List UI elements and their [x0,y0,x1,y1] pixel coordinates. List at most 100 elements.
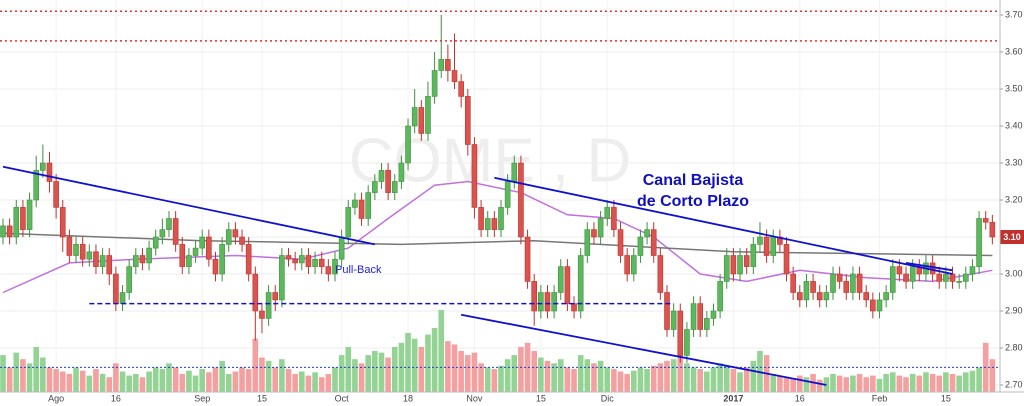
volume-bar [26,363,33,392]
volume-bar [438,310,445,392]
candle-body [332,258,338,275]
volume-bar [903,377,909,392]
candle-body [119,292,126,304]
candle-body [484,218,491,230]
volume-bar [697,369,703,392]
volume-bar [378,352,385,392]
candle-body [518,162,524,238]
trend-line [460,313,827,386]
candle-body [405,125,411,164]
candle-body [186,255,192,267]
volume-bar [245,369,252,392]
price-layer [0,10,1000,386]
moving-average [2,232,993,257]
volume-bar [225,373,232,392]
volume-bar [332,367,338,392]
volume-bar [113,363,119,392]
volume-bar [664,360,670,392]
volume-bar [445,341,451,392]
volume-bar [93,369,99,392]
volume-bar [206,372,212,392]
candle-body [511,162,518,182]
candle-body [232,229,239,238]
candle-body [657,255,664,293]
volume-bar [723,365,730,392]
candle-body [391,181,398,193]
candle-body [225,229,232,245]
candle-body [611,207,617,230]
candle-body [584,229,591,256]
volume-bar [46,367,53,392]
candle-body [292,258,298,264]
candle-body [445,59,451,71]
volume-bar [511,355,518,392]
volume-bar [13,352,20,392]
volume-bar [896,375,903,392]
volume-bar [6,367,13,392]
candle-body [836,273,843,282]
candle-body [856,273,863,293]
candle-body [876,299,883,312]
volume-bar [159,369,166,392]
volume-bar [538,357,544,392]
volume-bar [372,351,378,392]
volume-bar [279,359,285,392]
volume-bar [650,365,657,392]
volume-bar [923,372,929,392]
candle-body [664,292,670,330]
volume-bar [53,369,59,392]
candle-body [717,281,723,312]
candle-body [13,207,20,238]
candle-body [46,162,53,182]
candle-body [259,310,265,319]
volume-bar [133,373,139,392]
volume-bar [405,332,411,392]
candle-body [577,255,584,312]
candle-body [133,255,139,267]
volume-bar [73,367,79,392]
candle-body [458,81,464,97]
volume-bar [518,346,524,392]
volume-bar [936,375,943,392]
volume-bar [172,367,179,392]
volume-bar [199,369,205,392]
volume-bar [352,359,358,392]
candle-body [206,236,212,260]
x-tick-label: 18 [403,393,413,403]
candle-body [929,262,936,275]
candle-body [245,244,252,275]
candle-body [936,273,943,282]
candle-body [431,70,438,97]
candle-body [106,255,113,275]
volume-bar [504,359,511,392]
candle-body [531,281,538,312]
volume-bar [850,375,856,392]
volume-bar [830,373,836,392]
candle-body [591,229,597,238]
candle-body [199,236,205,249]
volume-bar [571,369,577,392]
volume-bar [40,357,46,392]
volume-bar [365,355,371,392]
last-price-label: 3.10 [1003,232,1021,242]
volume-bar [385,357,391,392]
volume-bar [418,346,425,392]
volume-bar [770,373,777,392]
candle-body [66,236,73,256]
volume-bar [425,334,431,392]
volume-bar [119,371,126,392]
volume-bar [219,360,225,392]
volume-bar [239,367,245,392]
candle-body [146,247,152,264]
volume-bar [179,373,186,392]
candle-body [59,207,66,238]
volume-bar [259,357,265,392]
volume-bar [604,367,611,392]
candle-body [704,318,710,330]
volume-bar [777,375,783,392]
volume-bar [883,373,889,392]
volume-bar [478,363,484,392]
volume-bar [717,363,723,392]
volume-bar [790,378,796,392]
volume-bar [305,375,312,392]
